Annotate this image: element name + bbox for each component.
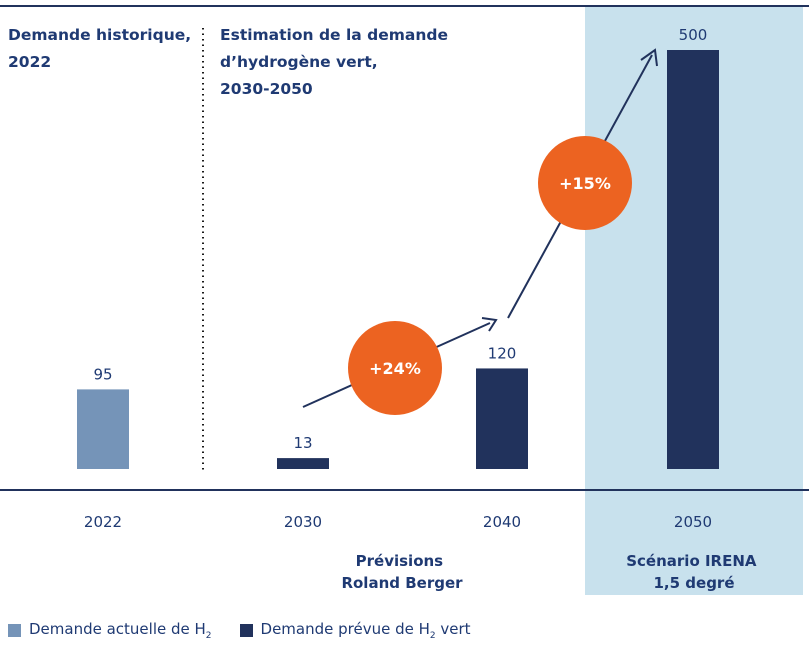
legend-swatch-actual (8, 624, 21, 637)
section-title-historic-line-2: 2022 (8, 53, 51, 71)
section-title-estimate-line-1: Estimation de la demande (220, 26, 448, 44)
tick-label-2022: 2022 (84, 513, 122, 531)
legend-label-actual: Demande actuelle de H2 (29, 620, 212, 641)
value-label-2040: 120 (488, 344, 517, 362)
legend-item-actual: Demande actuelle de H2 (8, 620, 212, 641)
group-label-roland-berger: Prévisions Roland Berger (341, 552, 463, 592)
value-label-2030: 13 (293, 434, 312, 452)
group-label-roland-berger-line-2: Roland Berger (341, 574, 463, 592)
section-title-estimate-line-2: d’hydrogène vert, (220, 53, 378, 71)
bar-2030 (277, 458, 329, 469)
group-label-irena-line-1: Scénario IRENA (626, 552, 757, 570)
chart: Demande historique, 2022 Estimation de l… (0, 5, 809, 595)
value-label-2050: 500 (679, 26, 708, 44)
section-title-historic: Demande historique, 2022 (8, 26, 197, 71)
tick-label-2040: 2040 (483, 513, 521, 531)
bar-2050 (667, 50, 719, 469)
group-label-roland-berger-line-1: Prévisions (356, 552, 444, 570)
tick-label-2050: 2050 (674, 513, 712, 531)
section-title-historic-line-1: Demande historique, (8, 26, 191, 44)
value-label-2022: 95 (93, 365, 112, 383)
group-label-irena: Scénario IRENA 1,5 degré (626, 552, 762, 592)
legend-swatch-forecast (239, 624, 253, 637)
section-title-estimate-line-3: 2030-2050 (220, 80, 313, 98)
section-title-estimate: Estimation de la demande d’hydrogène ver… (220, 26, 453, 98)
bar-2022 (77, 389, 129, 469)
legend: Demande actuelle de H2 Demande prévue de… (8, 620, 499, 641)
growth-badge-1: +24% (348, 321, 442, 415)
legend-label-forecast: Demande prévue de H2 vert (260, 620, 471, 641)
legend-item-forecast: Demande prévue de H2 vert (239, 620, 471, 641)
bar-2040 (476, 368, 528, 469)
tick-label-2030: 2030 (284, 513, 322, 531)
growth-badge-2: +15% (538, 136, 632, 230)
group-label-irena-line-2: 1,5 degré (653, 574, 734, 592)
growth-badge-1-label: +24% (369, 359, 421, 378)
growth-badge-2-label: +15% (559, 174, 611, 193)
